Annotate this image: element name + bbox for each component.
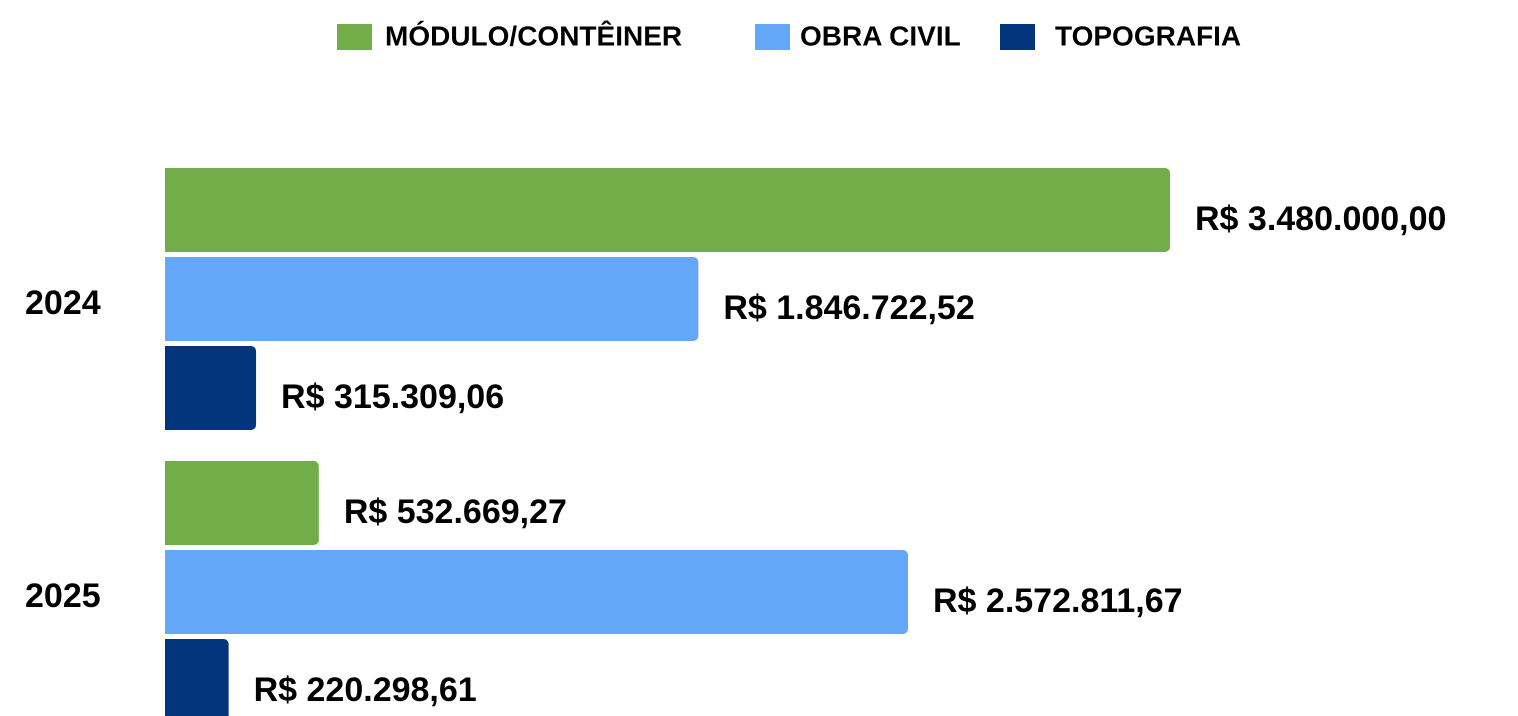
bar-baseline-mask [0,150,165,716]
value-label: R$ 1.846.722,52 [723,289,974,327]
category-label: 2025 [25,577,101,615]
value-label: R$ 3.480.000,00 [1195,200,1446,238]
legend-label: TOPOGRAFIA [1055,20,1241,51]
value-label: R$ 315.309,06 [281,378,504,416]
bar [159,550,909,634]
legend-swatch [755,24,790,50]
bar [159,639,229,716]
legend-label: OBRA CIVIL [800,20,961,51]
value-label: R$ 532.669,27 [344,493,567,531]
bar [159,461,319,545]
category-label: 2024 [25,284,101,322]
value-label: R$ 220.298,61 [254,671,477,709]
bar [159,168,1170,252]
bar [159,346,257,430]
bar [159,257,699,341]
legend-swatch [1000,24,1035,50]
value-label: R$ 2.572.811,67 [933,582,1183,620]
legend-swatch [337,24,372,50]
legend-label: MÓDULO/CONTÊINER [385,20,682,51]
